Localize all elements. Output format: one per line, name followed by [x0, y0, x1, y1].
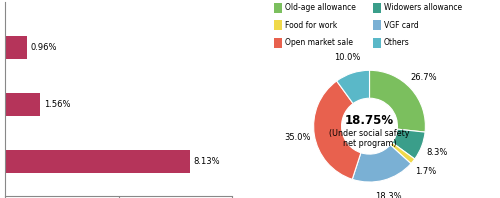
- Text: 1.56%: 1.56%: [44, 100, 71, 109]
- Text: 1.7%: 1.7%: [416, 168, 436, 176]
- Text: 8.3%: 8.3%: [426, 148, 448, 157]
- Wedge shape: [392, 129, 425, 159]
- Text: Open market sale: Open market sale: [285, 38, 353, 47]
- Text: 35.0%: 35.0%: [284, 133, 311, 142]
- Text: 0.96%: 0.96%: [31, 43, 58, 52]
- Text: 10.0%: 10.0%: [334, 53, 360, 62]
- Text: 18.75%: 18.75%: [345, 114, 394, 127]
- Text: 8.13%: 8.13%: [194, 157, 220, 166]
- Bar: [5, 93, 41, 116]
- Wedge shape: [314, 81, 361, 179]
- Text: Widowers allowance: Widowers allowance: [384, 3, 462, 12]
- Wedge shape: [390, 143, 414, 164]
- Wedge shape: [336, 70, 370, 104]
- Wedge shape: [352, 145, 411, 182]
- Text: VGF card: VGF card: [384, 21, 419, 30]
- Text: 18.3%: 18.3%: [375, 192, 402, 198]
- Text: Others: Others: [384, 38, 410, 47]
- Bar: [5, 150, 190, 173]
- Bar: [5, 36, 27, 59]
- FancyBboxPatch shape: [374, 38, 381, 48]
- Text: (Under social safety
net program): (Under social safety net program): [330, 129, 410, 148]
- Wedge shape: [370, 70, 426, 132]
- FancyBboxPatch shape: [274, 3, 282, 13]
- FancyBboxPatch shape: [374, 20, 381, 30]
- Text: Food for work: Food for work: [285, 21, 338, 30]
- Text: Old-age allowance: Old-age allowance: [285, 3, 356, 12]
- FancyBboxPatch shape: [274, 20, 282, 30]
- FancyBboxPatch shape: [274, 38, 282, 48]
- Text: 26.7%: 26.7%: [410, 73, 437, 82]
- FancyBboxPatch shape: [374, 3, 381, 13]
